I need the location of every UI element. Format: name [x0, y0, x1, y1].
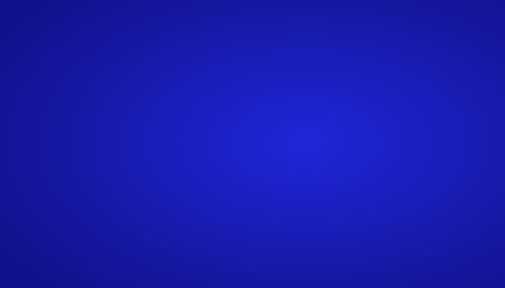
Text: R: R	[232, 256, 248, 276]
Text: −: −	[66, 153, 81, 171]
Text: I: I	[241, 161, 248, 179]
Text: 3: 3	[253, 267, 262, 280]
Text: I: I	[262, 85, 269, 103]
Text: 1: 1	[273, 18, 282, 31]
Text: V: V	[20, 127, 36, 147]
Text: 2: 2	[500, 133, 505, 146]
Text: +: +	[64, 104, 77, 119]
Text: R: R	[479, 122, 495, 142]
Text: I: I	[150, 116, 158, 134]
Text: R: R	[252, 7, 268, 27]
Text: I: I	[393, 128, 400, 146]
